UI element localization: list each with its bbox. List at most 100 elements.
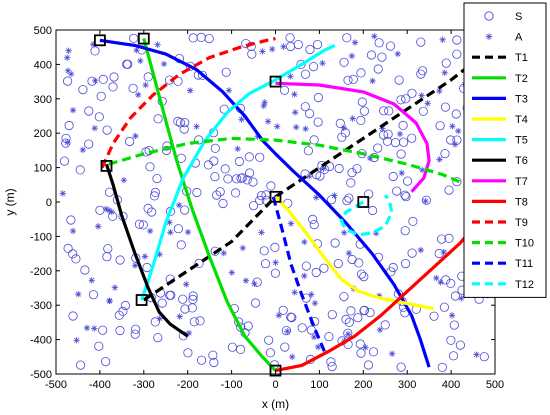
sensor-s-marker (68, 249, 78, 259)
sensor-s-marker (455, 340, 465, 350)
sensor-s-marker (281, 325, 291, 336)
sensor-s-marker (303, 146, 313, 156)
sensor-s-marker (354, 258, 364, 268)
sensor-s-marker (309, 220, 319, 230)
sensor-a-marker (287, 73, 294, 80)
sensor-s-marker (452, 35, 462, 45)
series-line-t10 (108, 136, 472, 188)
sensor-s-marker (242, 175, 252, 185)
square-marker-layer (94, 32, 370, 377)
square-marker (269, 190, 282, 203)
sensor-s-marker (305, 44, 315, 55)
sensor-a-marker (291, 109, 299, 116)
sensor-s-marker (308, 214, 318, 224)
sensor-s-marker (394, 75, 404, 85)
square-marker (135, 294, 148, 306)
sensor-s-marker (347, 168, 357, 178)
legend-item-t2: T2 (472, 73, 528, 85)
sensor-s-marker (161, 145, 172, 156)
sensor-s-marker (340, 128, 350, 138)
sensor-s-marker (143, 72, 153, 82)
sensor-s-marker (88, 290, 99, 300)
legend: SA T1 T2 T3 T4 T5 T6 T7 T8 T9 T10 T11 T12 (463, 2, 547, 298)
x-tick-label: -400 (89, 379, 111, 391)
sensor-s-marker (270, 268, 280, 278)
sensor-s-marker (61, 138, 71, 148)
legend-label: T10 (515, 238, 534, 250)
sensor-s-marker (130, 329, 140, 339)
series-line-t6 (104, 163, 189, 338)
sensor-a-marker (275, 312, 283, 319)
square-marker (269, 75, 282, 88)
series-line-t9 (100, 37, 276, 169)
sensor-s-marker (231, 188, 241, 198)
sensor-a-marker (418, 166, 426, 174)
sensor-s-marker (134, 219, 144, 229)
sensor-s-marker (125, 136, 135, 147)
legend-item-t4: T4 (472, 114, 528, 126)
legend-box (463, 2, 547, 298)
sensor-s-marker (306, 325, 316, 335)
sensor-s-marker (64, 120, 74, 131)
sensor-s-marker (183, 348, 193, 358)
y-tick-label: 300 (34, 94, 52, 106)
sensor-a-marker (422, 197, 429, 205)
sensor-s-marker (131, 324, 141, 334)
sensor-s-marker (377, 52, 387, 62)
sensor-a-marker (59, 190, 67, 197)
sensor-a-marker (351, 39, 359, 46)
series-line-t3 (99, 38, 431, 368)
sensor-s-marker (312, 39, 323, 50)
sensor-s-marker (249, 201, 259, 211)
sensor-s-marker (90, 46, 100, 56)
sensor-s-marker (219, 104, 229, 114)
sensor-s-marker (62, 76, 73, 86)
sensor-s-marker (439, 302, 449, 312)
legend-label: T3 (515, 93, 528, 105)
sensor-a-marker (301, 272, 308, 280)
sensor-s-marker (120, 300, 131, 311)
sensor-a-marker (94, 223, 102, 230)
sensor-s-marker (149, 191, 160, 201)
sensor-a-marker (146, 227, 154, 235)
sensor-s-marker (346, 306, 356, 316)
series-line-t7 (275, 81, 431, 193)
sensor-a-marker (394, 50, 401, 58)
sensor-a-marker (79, 146, 87, 154)
sensor-a-marker (264, 118, 272, 125)
sensor-a-marker (268, 45, 276, 53)
sensor-s-marker (327, 309, 337, 320)
sensor-s-marker (209, 357, 219, 368)
x-tick-label: -100 (221, 379, 243, 391)
sensor-s-marker (96, 91, 106, 101)
series-layer (99, 37, 472, 373)
sensor-a-marker (167, 229, 174, 236)
sensor-a-marker (436, 156, 443, 163)
sensor-s-marker (441, 275, 451, 285)
sensor-s-marker (76, 360, 86, 370)
sensor-s-marker (437, 362, 447, 372)
sensor-a-marker (102, 205, 110, 213)
sensor-s-marker (300, 69, 311, 79)
sensor-a-marker (242, 277, 250, 284)
sensor-s-marker (396, 95, 406, 105)
sensor-s-marker (150, 317, 160, 327)
sensor-s-marker (330, 238, 340, 248)
sensor-a-marker (137, 57, 144, 65)
sensor-s-marker (379, 106, 389, 116)
x-tick-label: 300 (398, 379, 416, 391)
sensor-s-marker (203, 160, 213, 170)
sensor-a-marker (239, 244, 247, 252)
legend-label: T6 (515, 155, 528, 167)
sensor-s-marker (343, 75, 353, 85)
x-tick-label: -300 (133, 379, 155, 391)
sensor-s-marker (180, 205, 190, 215)
sensor-s-marker (341, 314, 351, 324)
legend-item-a: A (485, 32, 523, 44)
series-line-t11 (271, 196, 328, 356)
sensor-a-marker (306, 172, 313, 180)
legend-circle-marker (484, 11, 494, 21)
sensor-s-marker (78, 85, 88, 95)
sensor-s-marker (196, 32, 206, 43)
